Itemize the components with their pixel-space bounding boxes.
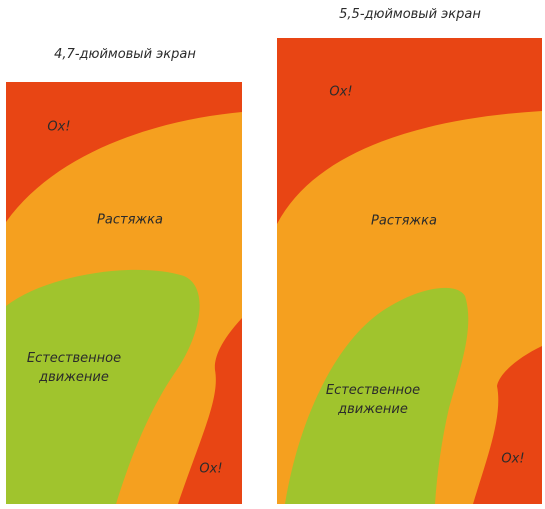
- thumb-zone-map-55: [277, 38, 542, 504]
- caption-55-inch: 5,5-дюймовый экран: [339, 7, 481, 22]
- ouch-top-label: Ох!: [329, 84, 353, 100]
- screen-47-inch: Ох! Растяжка Естественное движение Ох!: [6, 82, 242, 504]
- natural-movement-zone: [285, 287, 469, 504]
- natural-movement-label: Естественное движение: [325, 383, 421, 417]
- ouch-bottom-label: Ох!: [501, 451, 525, 467]
- stretch-label: Растяжка: [97, 212, 163, 228]
- ouch-bottom-label: Ох!: [199, 461, 223, 477]
- ouch-top-label: Ох!: [47, 119, 71, 135]
- caption-47-inch: 4,7-дюймовый экран: [54, 47, 196, 62]
- screen-55-inch: Ох! Растяжка Естественное движение Ох!: [277, 38, 542, 504]
- stretch-label: Растяжка: [371, 213, 437, 229]
- natural-movement-zone: [6, 269, 200, 504]
- thumb-zone-map-47: [6, 82, 242, 504]
- natural-movement-label: Естественное движение: [26, 351, 122, 385]
